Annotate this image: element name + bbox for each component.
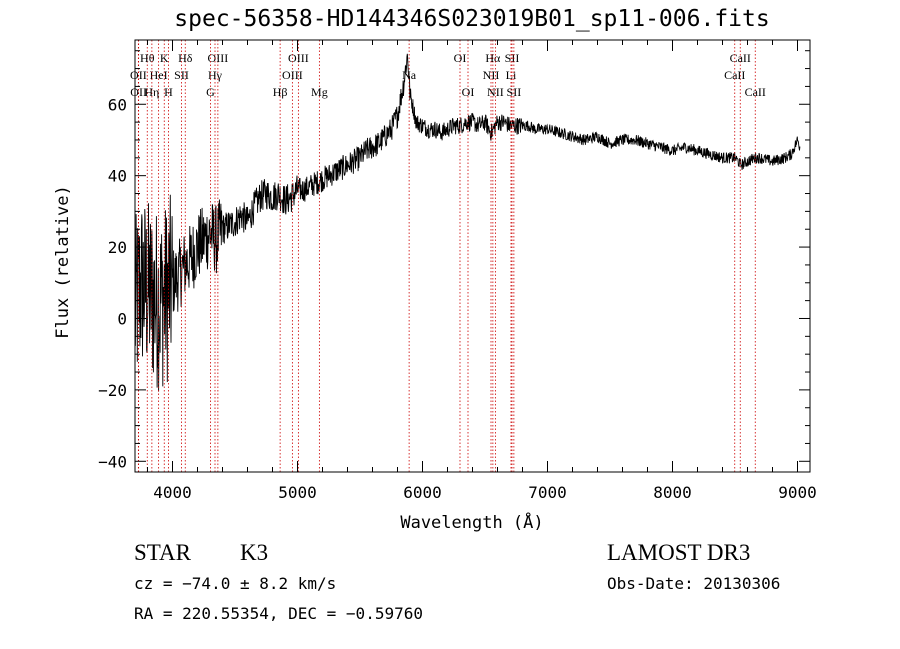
spectral-line-label: HeI bbox=[150, 68, 168, 82]
chart-title: spec-56358-HD144346S023019B01_sp11-006.f… bbox=[174, 6, 770, 32]
object-subclass: K3 bbox=[240, 540, 269, 565]
x-tick-label: 4000 bbox=[153, 483, 192, 502]
spectral-line-label: Hβ bbox=[273, 85, 288, 99]
spectral-line-label: OI bbox=[454, 51, 467, 65]
spectral-line-label: Hγ bbox=[208, 68, 223, 82]
spectral-line-label: H bbox=[164, 85, 173, 99]
x-tick-label: 9000 bbox=[778, 483, 817, 502]
y-tick-label: −40 bbox=[98, 452, 127, 471]
x-tick-label: 8000 bbox=[653, 483, 692, 502]
spectral-line-label: NII bbox=[483, 68, 500, 82]
spectral-line-label: CaII bbox=[724, 68, 745, 82]
x-tick-label: 5000 bbox=[278, 483, 317, 502]
x-tick-label: 6000 bbox=[403, 483, 442, 502]
spectral-line-label: K bbox=[160, 51, 169, 65]
spectral-line-label: Hδ bbox=[178, 51, 193, 65]
spectral-line-label: Hθ bbox=[140, 51, 155, 65]
spectral-line-label: OII bbox=[130, 85, 147, 99]
y-tick-label: 40 bbox=[108, 167, 127, 186]
spectral-line-label: OI bbox=[462, 85, 475, 99]
survey-name: LAMOST DR3 bbox=[607, 540, 751, 565]
spectral-line-label: G bbox=[206, 85, 215, 99]
spectral-line-label: OIII bbox=[208, 51, 229, 65]
y-tick-label: −20 bbox=[98, 381, 127, 400]
spectral-line-label: Hη bbox=[144, 85, 159, 99]
spectral-line-label: CaII bbox=[730, 51, 751, 65]
spectral-line-label: Li bbox=[506, 68, 517, 82]
redshift-text: cz = −74.0 ± 8.2 km/s bbox=[134, 574, 337, 593]
spectral-line-label: Na bbox=[402, 68, 417, 82]
y-tick-label: 0 bbox=[117, 309, 127, 328]
object-class: STAR bbox=[134, 540, 191, 565]
spectrum-line bbox=[134, 53, 801, 392]
spectral-line-label: OIII bbox=[288, 51, 309, 65]
y-tick-label: 60 bbox=[108, 95, 127, 114]
spectral-line-label: OIII bbox=[282, 68, 303, 82]
y-axis-label: Flux (relative) bbox=[53, 185, 73, 339]
spectral-line-label: NII bbox=[487, 85, 504, 99]
spectral-line-label: Mg bbox=[311, 85, 328, 99]
spectral-line-label: SII bbox=[174, 68, 189, 82]
spectral-line-label: Hα bbox=[485, 51, 501, 65]
plot-frame bbox=[134, 39, 811, 473]
x-tick-label: 7000 bbox=[528, 483, 567, 502]
y-tick-label: 20 bbox=[108, 238, 127, 257]
spectral-line-label: SII bbox=[507, 85, 522, 99]
x-axis-label: Wavelength (Å) bbox=[400, 511, 543, 533]
obs-date-text: Obs-Date: 20130306 bbox=[607, 574, 781, 593]
spectral-line-label: SII bbox=[505, 51, 520, 65]
coordinates-text: RA = 220.55354, DEC = −0.59760 bbox=[134, 604, 423, 623]
spectral-line-label: CaII bbox=[745, 85, 766, 99]
